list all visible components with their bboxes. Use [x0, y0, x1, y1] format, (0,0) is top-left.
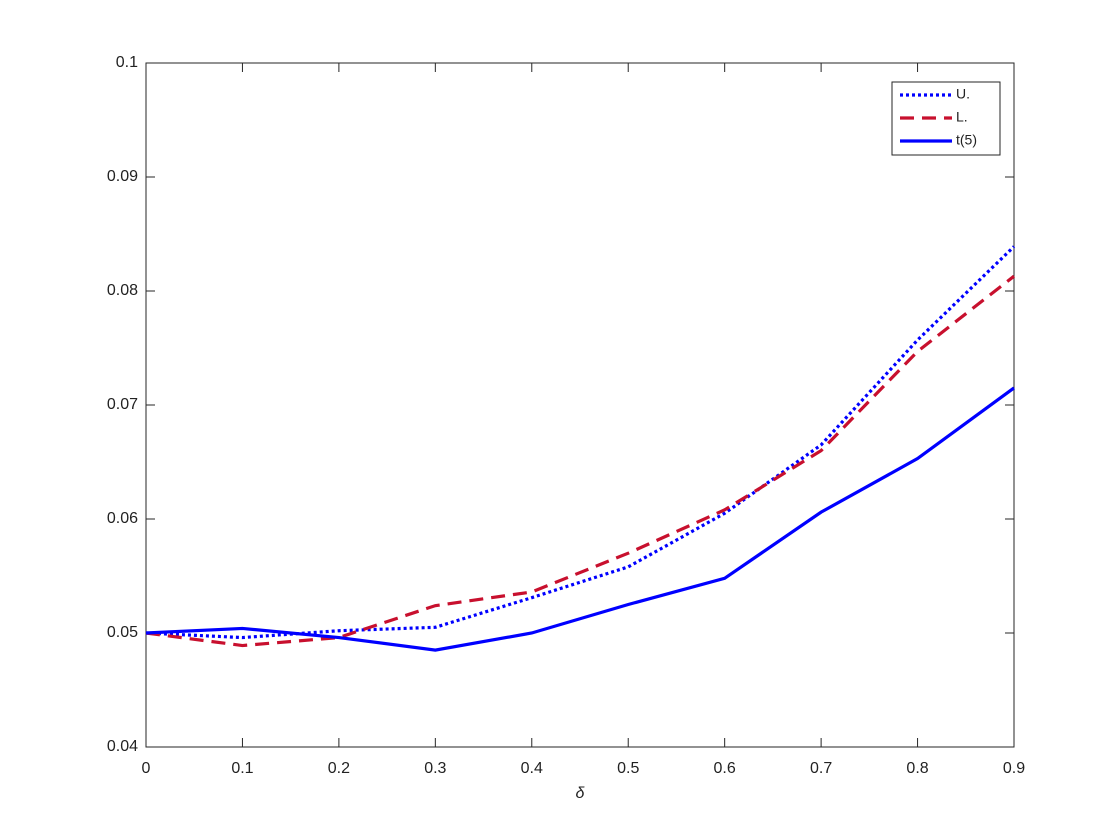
legend-label: U. [956, 86, 970, 102]
x-tick-label: 0 [142, 760, 151, 777]
x-tick-label: 0.8 [906, 760, 928, 777]
x-tick-label: 0.1 [231, 760, 253, 777]
x-tick-label: 0.6 [714, 760, 736, 777]
x-tick-label: 0.4 [521, 760, 543, 777]
x-tick-label: 0.3 [424, 760, 446, 777]
x-tick-label: 0.5 [617, 760, 639, 777]
y-tick-label: 0.1 [116, 54, 138, 71]
x-tick-label: 0.7 [810, 760, 832, 777]
legend-label: L. [956, 109, 968, 125]
x-tick-label: 0.2 [328, 760, 350, 777]
x-tick-label: 0.9 [1003, 760, 1025, 777]
line-series [145, 386, 1015, 652]
y-tick-label: 0.04 [107, 738, 138, 755]
legend-label: t(5) [956, 132, 977, 148]
line-series [145, 274, 1015, 648]
y-tick-label: 0.06 [107, 510, 138, 527]
y-tick-label: 0.08 [107, 282, 138, 299]
y-tick-label: 0.05 [107, 624, 138, 641]
y-tick-label: 0.07 [107, 396, 138, 413]
plot-area [145, 62, 1015, 748]
x-axis-label: δ [576, 785, 586, 802]
y-tick-label: 0.09 [107, 168, 138, 185]
